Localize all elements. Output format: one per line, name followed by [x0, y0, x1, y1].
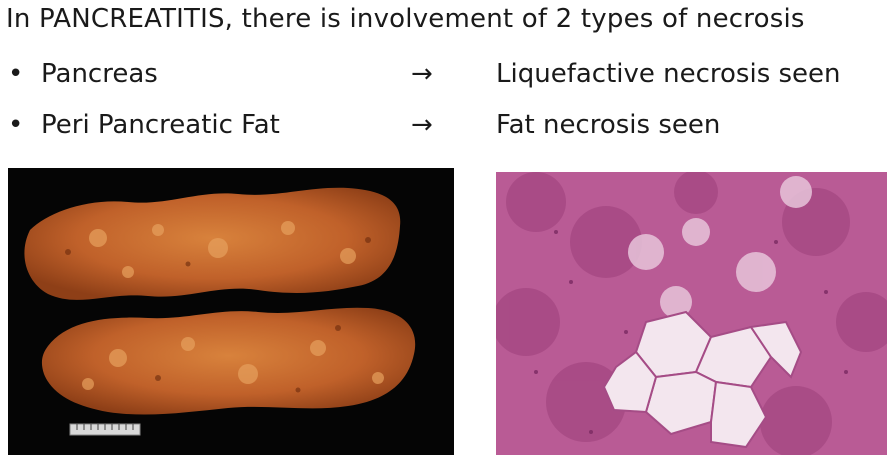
- slide-title: In PANCREATITIS, there is involvement of…: [6, 4, 805, 34]
- fat-necrosis-histology-image: [496, 172, 887, 455]
- scale-bar: [69, 423, 141, 436]
- bullet-dot: •: [8, 110, 24, 140]
- right-arrow-icon: →: [411, 110, 433, 140]
- fat-cells: [602, 310, 803, 449]
- bullet-dot: •: [8, 59, 24, 89]
- row-term: Pancreas: [41, 59, 158, 89]
- lower-tissue-fragment: [41, 307, 416, 415]
- row-result: Liquefactive necrosis seen: [496, 59, 841, 89]
- gross-pancreas-specimen-image: [8, 168, 454, 455]
- right-arrow-icon: →: [411, 59, 433, 89]
- row-result: Fat necrosis seen: [496, 110, 721, 140]
- row-term: Peri Pancreatic Fat: [41, 110, 280, 140]
